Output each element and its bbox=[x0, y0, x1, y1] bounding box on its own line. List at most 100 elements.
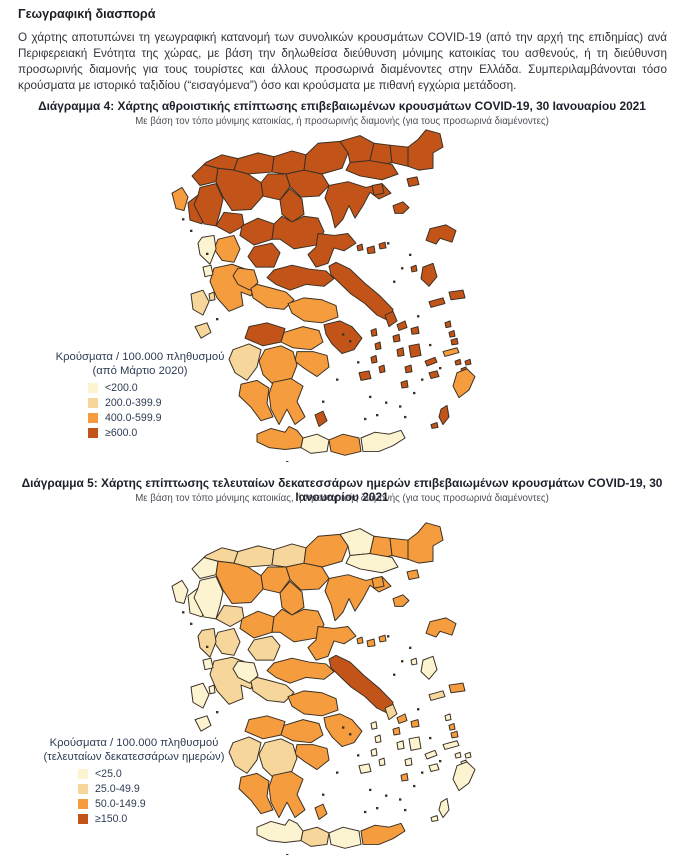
islet-speck bbox=[417, 315, 420, 318]
region-viotia bbox=[287, 297, 339, 324]
islet-speck bbox=[387, 242, 390, 245]
legend-title-line1: Κρούσματα / 100.000 πληθυσμού bbox=[55, 351, 225, 363]
islet-speck bbox=[404, 415, 407, 419]
region-thessaloniki bbox=[285, 562, 330, 591]
legend-item: ≥150.0 bbox=[78, 812, 246, 825]
region-samos bbox=[448, 682, 466, 694]
region-fthiotida bbox=[266, 657, 335, 684]
islet-speck bbox=[357, 754, 360, 757]
legend-label: ≥600.0 bbox=[105, 426, 138, 439]
region-evrytania bbox=[232, 267, 259, 291]
region-alonissos bbox=[378, 241, 387, 250]
region-lesvos bbox=[425, 617, 457, 638]
islet-speck bbox=[349, 733, 352, 736]
region-fokida bbox=[250, 676, 295, 703]
islet-speck bbox=[393, 673, 396, 676]
islet-speck bbox=[286, 854, 289, 855]
islet-speck bbox=[190, 229, 193, 232]
legend-swatch bbox=[88, 427, 98, 438]
islet-speck bbox=[404, 808, 407, 812]
region-magnesia bbox=[307, 626, 357, 661]
region-fthiotida bbox=[266, 264, 335, 291]
legend-swatch bbox=[78, 769, 88, 780]
islet-speck bbox=[401, 267, 404, 270]
islet-speck bbox=[439, 759, 442, 763]
region-ioannina bbox=[193, 576, 224, 620]
islet-speck bbox=[369, 395, 372, 399]
region-symi bbox=[464, 751, 472, 759]
islet-speck bbox=[401, 660, 404, 663]
legend-label: 400.0-599.9 bbox=[105, 411, 162, 424]
region-crete_lasithi bbox=[360, 822, 406, 845]
region-korinthia bbox=[280, 719, 324, 744]
islet-speck bbox=[421, 771, 424, 774]
legend-swatch bbox=[88, 383, 98, 394]
region-thessaloniki bbox=[285, 169, 330, 198]
region-argolida bbox=[294, 351, 330, 378]
region-kefalonia bbox=[190, 289, 210, 316]
islet-speck bbox=[357, 361, 360, 364]
region-kasos bbox=[430, 422, 439, 429]
region-milos bbox=[358, 370, 372, 381]
map-greece-14day bbox=[171, 522, 476, 855]
legend-label: <200.0 bbox=[105, 382, 138, 395]
islet-speck bbox=[190, 622, 193, 625]
region-sifnos bbox=[378, 757, 386, 767]
region-chios bbox=[420, 655, 438, 680]
region-crete_rethymno bbox=[300, 433, 330, 454]
islet-speck bbox=[385, 401, 388, 404]
region-fokida bbox=[250, 283, 295, 310]
islet-speck bbox=[413, 784, 416, 788]
islet-speck bbox=[376, 807, 379, 810]
region-samothraki bbox=[406, 569, 420, 580]
region-preveza bbox=[197, 234, 217, 265]
region-lefkada bbox=[202, 657, 214, 671]
islet-speck bbox=[421, 378, 424, 381]
islet-speck bbox=[364, 417, 367, 421]
region-kasos bbox=[430, 815, 439, 822]
islet-speck bbox=[349, 340, 352, 343]
region-andros bbox=[384, 703, 398, 721]
legend-swatch bbox=[78, 784, 88, 795]
region-syros bbox=[392, 333, 401, 343]
legend-label: 50.0-149.9 bbox=[95, 797, 146, 810]
region-ithaki bbox=[208, 291, 216, 302]
region-nisyros bbox=[454, 751, 462, 759]
region-samothraki bbox=[406, 176, 420, 187]
legend-cumulative-title: Κρούσματα / 100.000 πληθυσμού (από Μάρτι… bbox=[40, 350, 240, 378]
region-leros bbox=[448, 330, 456, 338]
region-crete_rethymno bbox=[300, 826, 330, 847]
region-attiki bbox=[323, 713, 363, 747]
region-kos bbox=[442, 347, 460, 357]
islet-speck bbox=[336, 378, 339, 381]
legend-cumulative-items: <200.0 200.0-399.9 400.0-599.9 ≥600.0 bbox=[88, 382, 252, 439]
islet-speck bbox=[369, 788, 372, 792]
region-rhodes bbox=[452, 761, 476, 792]
region-naxos bbox=[408, 343, 422, 358]
region-thasos bbox=[371, 183, 385, 196]
region-samos bbox=[448, 289, 466, 301]
legend-item: 200.0-399.9 bbox=[88, 397, 252, 410]
legend-cumulative: Κρούσματα / 100.000 πληθυσμού (από Μάρτι… bbox=[40, 350, 252, 439]
region-rhodes bbox=[452, 368, 476, 399]
region-magnesia bbox=[307, 233, 357, 268]
islet-speck bbox=[364, 810, 367, 814]
legend-swatch bbox=[88, 398, 98, 409]
region-rodopi bbox=[389, 144, 409, 167]
region-mykonos bbox=[410, 719, 420, 728]
region-limnos bbox=[392, 201, 410, 214]
figure-4-title: Διάγραμμα 4: Χάρτης αθροιστικής επίπτωση… bbox=[38, 99, 646, 113]
region-ikaria bbox=[428, 690, 446, 701]
legend-item: 400.0-599.9 bbox=[88, 412, 252, 425]
islet-speck bbox=[286, 461, 289, 462]
region-serifos bbox=[370, 354, 378, 364]
region-leros bbox=[448, 723, 456, 731]
region-kythnos bbox=[374, 734, 382, 744]
legend-label: 25.0-49.9 bbox=[95, 783, 140, 796]
region-evros bbox=[407, 129, 444, 171]
region-evros bbox=[407, 522, 444, 564]
region-nisyros bbox=[454, 358, 462, 366]
region-thasos bbox=[371, 576, 385, 589]
region-pieria bbox=[279, 580, 305, 616]
region-mykonos bbox=[410, 326, 420, 335]
